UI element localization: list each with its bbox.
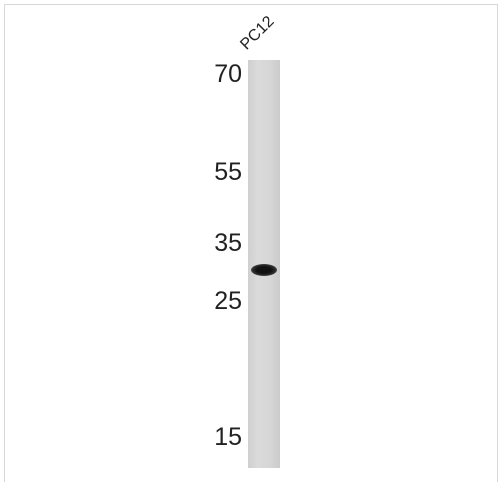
band xyxy=(251,264,277,276)
page: PC12 70 55 35 25 15 (() => { const data … xyxy=(0,0,504,482)
marker-label: 25 xyxy=(182,289,242,314)
marker-label: 55 xyxy=(182,160,242,185)
marker-label: 15 xyxy=(182,425,242,450)
marker-label: 70 xyxy=(182,62,242,87)
marker-label: 35 xyxy=(182,231,242,256)
